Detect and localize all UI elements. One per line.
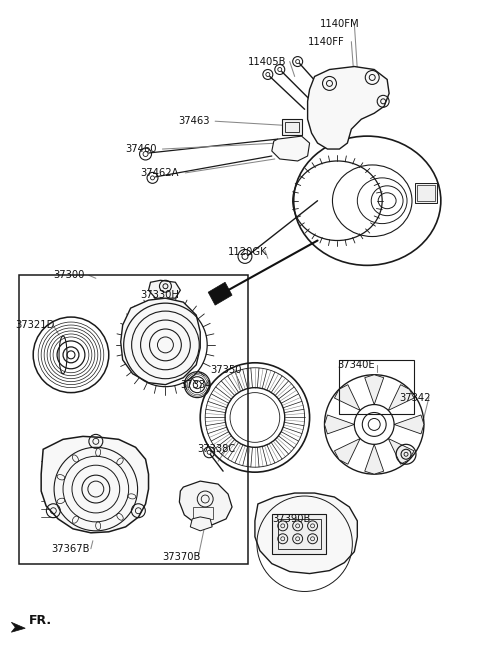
Polygon shape — [365, 375, 384, 405]
Bar — [193, 507, 213, 519]
Bar — [19, 276, 248, 564]
Text: 1140FF: 1140FF — [308, 37, 344, 47]
Bar — [272, 514, 326, 554]
Text: 37367B: 37367B — [51, 544, 90, 554]
Polygon shape — [388, 384, 414, 411]
Text: 37340E: 37340E — [337, 359, 375, 370]
Text: 37460: 37460 — [126, 144, 157, 154]
Bar — [278, 519, 321, 548]
Text: 37321D: 37321D — [15, 320, 55, 330]
Text: 1120GK: 1120GK — [228, 247, 268, 257]
Polygon shape — [335, 384, 360, 411]
Text: 37370B: 37370B — [162, 552, 201, 562]
Polygon shape — [394, 415, 424, 434]
Text: 37342: 37342 — [399, 392, 431, 403]
Polygon shape — [41, 436, 148, 533]
Text: 1140FM: 1140FM — [320, 19, 359, 29]
Polygon shape — [272, 136, 310, 161]
Polygon shape — [308, 66, 389, 149]
Text: FR.: FR. — [29, 614, 52, 626]
Polygon shape — [190, 517, 212, 531]
Text: 11405B: 11405B — [248, 56, 287, 66]
Polygon shape — [324, 415, 354, 434]
Polygon shape — [335, 438, 360, 464]
Polygon shape — [120, 298, 200, 384]
Polygon shape — [255, 493, 357, 573]
Text: 37350: 37350 — [210, 365, 241, 375]
Bar — [339, 359, 414, 415]
Text: 37390B: 37390B — [272, 514, 310, 524]
Polygon shape — [365, 444, 384, 474]
Bar — [415, 183, 437, 203]
Text: 37330H: 37330H — [141, 290, 180, 300]
Text: 37338C: 37338C — [197, 444, 236, 455]
Polygon shape — [180, 481, 232, 525]
Bar — [285, 122, 299, 132]
Polygon shape — [388, 438, 414, 464]
Text: 37463: 37463 — [179, 116, 210, 126]
Polygon shape — [12, 623, 25, 632]
Text: 37462A: 37462A — [141, 168, 179, 178]
Text: 37300: 37300 — [53, 270, 84, 280]
Bar — [282, 119, 301, 135]
Polygon shape — [148, 280, 180, 298]
Text: 37334: 37334 — [180, 380, 212, 390]
Bar — [417, 185, 435, 201]
Polygon shape — [208, 282, 232, 305]
